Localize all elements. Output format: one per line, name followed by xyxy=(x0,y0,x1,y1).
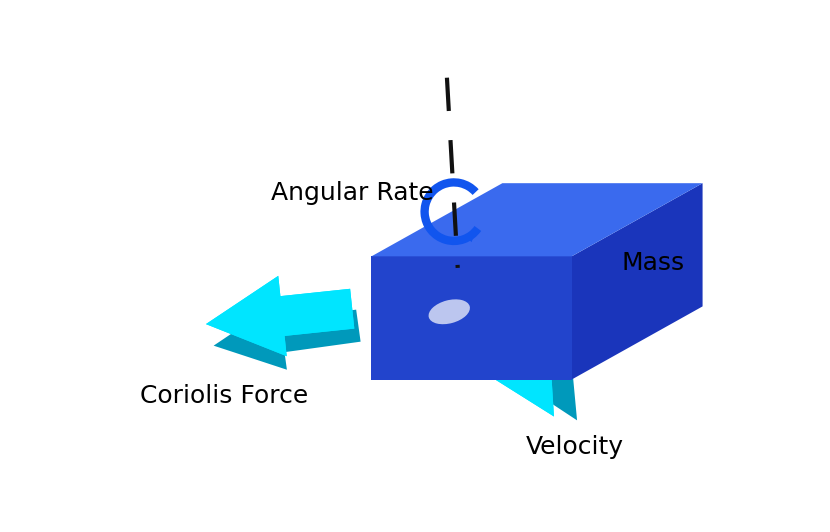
Polygon shape xyxy=(372,183,702,256)
Polygon shape xyxy=(572,183,702,379)
Ellipse shape xyxy=(428,300,470,324)
Text: Velocity: Velocity xyxy=(525,435,623,459)
Polygon shape xyxy=(465,231,476,242)
Polygon shape xyxy=(372,256,572,379)
Polygon shape xyxy=(213,303,360,370)
Polygon shape xyxy=(482,310,554,417)
Polygon shape xyxy=(206,276,354,356)
Polygon shape xyxy=(206,276,354,356)
Polygon shape xyxy=(505,313,577,420)
Text: Angular Rate: Angular Rate xyxy=(271,181,434,205)
Text: Coriolis Force: Coriolis Force xyxy=(140,385,309,409)
Text: Mass: Mass xyxy=(622,251,685,275)
Polygon shape xyxy=(482,310,554,417)
